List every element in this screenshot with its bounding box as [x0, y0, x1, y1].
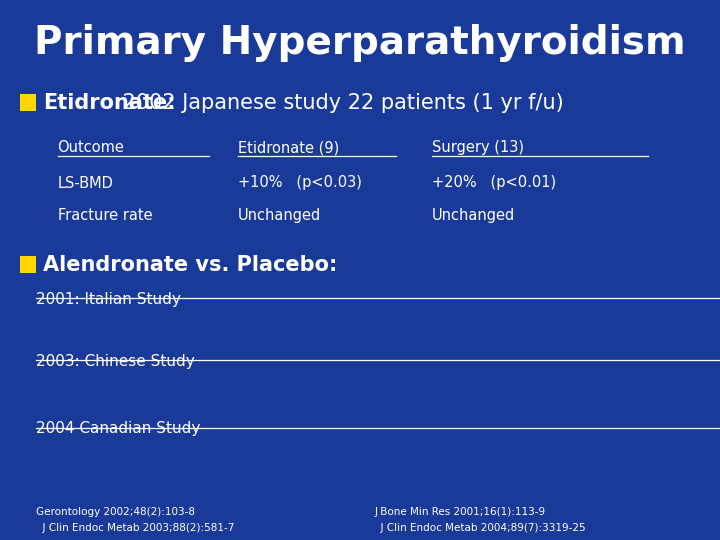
Text: Etidronate (9): Etidronate (9) [238, 140, 339, 156]
Text: Fracture rate: Fracture rate [58, 208, 152, 223]
Text: +10%   (p<0.03): +10% (p<0.03) [238, 176, 361, 191]
Text: Surgery (13): Surgery (13) [432, 140, 524, 156]
Text: Etidronate:: Etidronate: [43, 92, 176, 113]
Text: +20%   (p<0.01): +20% (p<0.01) [432, 176, 556, 191]
Text: LS-BMD: LS-BMD [58, 176, 114, 191]
Text: 2003: Chinese Study: 2003: Chinese Study [36, 354, 194, 369]
Text: Primary Hyperparathyroidism: Primary Hyperparathyroidism [34, 24, 686, 62]
Text: 2001: Italian Study: 2001: Italian Study [36, 292, 181, 307]
Text: 2002 Japanese study 22 patients (1 yr f/u): 2002 Japanese study 22 patients (1 yr f/… [116, 92, 564, 113]
Text: J Bone Min Res 2001;16(1):113-9: J Bone Min Res 2001;16(1):113-9 [374, 507, 546, 517]
Text: J Clin Endoc Metab 2003;88(2):581-7: J Clin Endoc Metab 2003;88(2):581-7 [36, 523, 235, 533]
Text: 2004 Canadian Study: 2004 Canadian Study [36, 421, 200, 436]
FancyBboxPatch shape [20, 256, 36, 273]
Text: J Clin Endoc Metab 2004;89(7):3319-25: J Clin Endoc Metab 2004;89(7):3319-25 [374, 523, 586, 533]
Text: Outcome: Outcome [58, 140, 125, 156]
Text: Unchanged: Unchanged [432, 208, 516, 223]
FancyBboxPatch shape [20, 94, 36, 111]
Text: Gerontology 2002;48(2):103-8: Gerontology 2002;48(2):103-8 [36, 507, 195, 517]
Text: Alendronate vs. Placebo:: Alendronate vs. Placebo: [43, 254, 338, 275]
Text: Unchanged: Unchanged [238, 208, 321, 223]
